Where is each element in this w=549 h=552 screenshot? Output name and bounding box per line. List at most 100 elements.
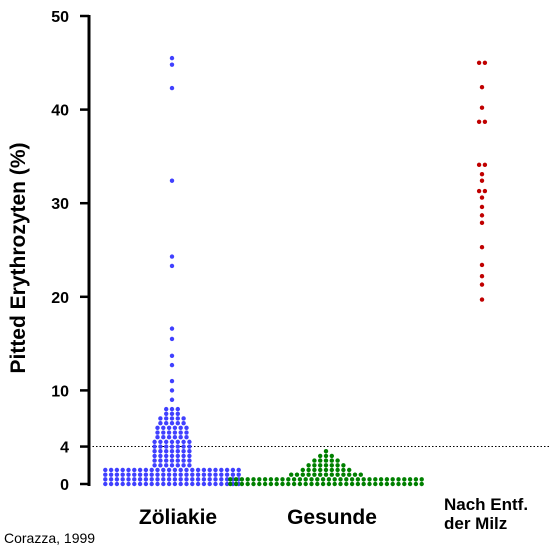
data-point [407, 481, 413, 487]
data-point [181, 444, 186, 449]
data-point [149, 472, 154, 477]
data-point [476, 119, 482, 124]
data-point [132, 467, 137, 473]
data-point [323, 472, 329, 477]
data-point [155, 467, 160, 473]
data-point [143, 481, 149, 487]
y-tick-label: 30 [51, 196, 69, 213]
data-point [213, 481, 218, 487]
data-point [187, 463, 192, 468]
data-point [482, 60, 488, 65]
data-point [396, 477, 401, 482]
data-point [187, 439, 192, 445]
data-point [103, 472, 108, 477]
data-point [164, 453, 169, 459]
data-point [172, 481, 178, 487]
data-point [149, 467, 154, 473]
data-point [178, 435, 183, 440]
data-point [309, 477, 314, 482]
data-point [378, 477, 384, 482]
data-point [161, 435, 166, 440]
data-point [178, 472, 183, 477]
data-point [169, 397, 175, 402]
data-point [213, 477, 218, 482]
data-point [169, 420, 175, 426]
data-point [175, 449, 180, 454]
data-point [219, 477, 224, 482]
data-point [108, 472, 114, 477]
data-point [166, 435, 172, 440]
data-point [172, 467, 178, 473]
data-point [297, 477, 303, 482]
data-point [257, 481, 262, 487]
data-point [114, 472, 120, 477]
data-point [155, 425, 160, 431]
data-point [476, 188, 482, 194]
data-point [335, 467, 340, 473]
y-tick-label: 10 [51, 383, 69, 400]
data-point [207, 481, 212, 487]
data-point [164, 439, 169, 445]
data-point [224, 472, 230, 477]
data-point [158, 416, 163, 421]
data-point [155, 430, 160, 435]
data-point [349, 481, 355, 487]
data-point [184, 467, 189, 473]
source-citation: Corazza, 1999 [4, 530, 95, 546]
data-point [120, 472, 125, 477]
data-point [347, 472, 352, 477]
data-point [297, 481, 303, 487]
data-point [158, 458, 163, 463]
data-point [164, 416, 169, 421]
data-point [164, 458, 169, 463]
data-point [120, 481, 125, 487]
data-point [158, 453, 163, 459]
data-point [312, 463, 317, 468]
data-point [291, 477, 297, 482]
data-point [103, 477, 108, 482]
data-point [268, 477, 274, 482]
data-point [329, 467, 334, 473]
data-point [479, 213, 485, 218]
data-point [239, 477, 245, 482]
y-axis: 0 4 10 20 30 40 50 [51, 9, 91, 494]
data-point [169, 453, 175, 459]
data-point [373, 477, 378, 482]
series-1 [103, 55, 241, 487]
data-point [479, 84, 485, 90]
data-point [164, 420, 169, 426]
data-point [175, 463, 180, 468]
y-tick-label: 0 [60, 477, 69, 494]
data-point [175, 411, 180, 416]
data-point [126, 467, 131, 473]
data-point [169, 326, 175, 331]
data-point [224, 481, 230, 487]
data-point [169, 416, 175, 421]
data-point [479, 262, 485, 268]
data-point [479, 282, 485, 287]
data-point [329, 463, 334, 468]
data-point [367, 477, 372, 482]
data-point [187, 444, 192, 449]
data-point [175, 453, 180, 459]
data-point [161, 481, 166, 487]
data-point [103, 467, 108, 473]
data-point [335, 472, 340, 477]
data-point [158, 420, 163, 426]
data-point [352, 472, 358, 477]
data-point [482, 119, 488, 124]
data-point [201, 467, 207, 473]
data-point [286, 481, 291, 487]
data-point [245, 481, 250, 487]
data-point [219, 467, 224, 473]
data-point [164, 406, 169, 412]
data-point [175, 406, 180, 412]
data-point [184, 472, 189, 477]
data-point [303, 481, 308, 487]
data-point [245, 477, 250, 482]
data-point [251, 477, 256, 482]
data-point [158, 449, 163, 454]
data-point [228, 481, 233, 487]
data-point [326, 477, 332, 482]
data-point [332, 481, 337, 487]
